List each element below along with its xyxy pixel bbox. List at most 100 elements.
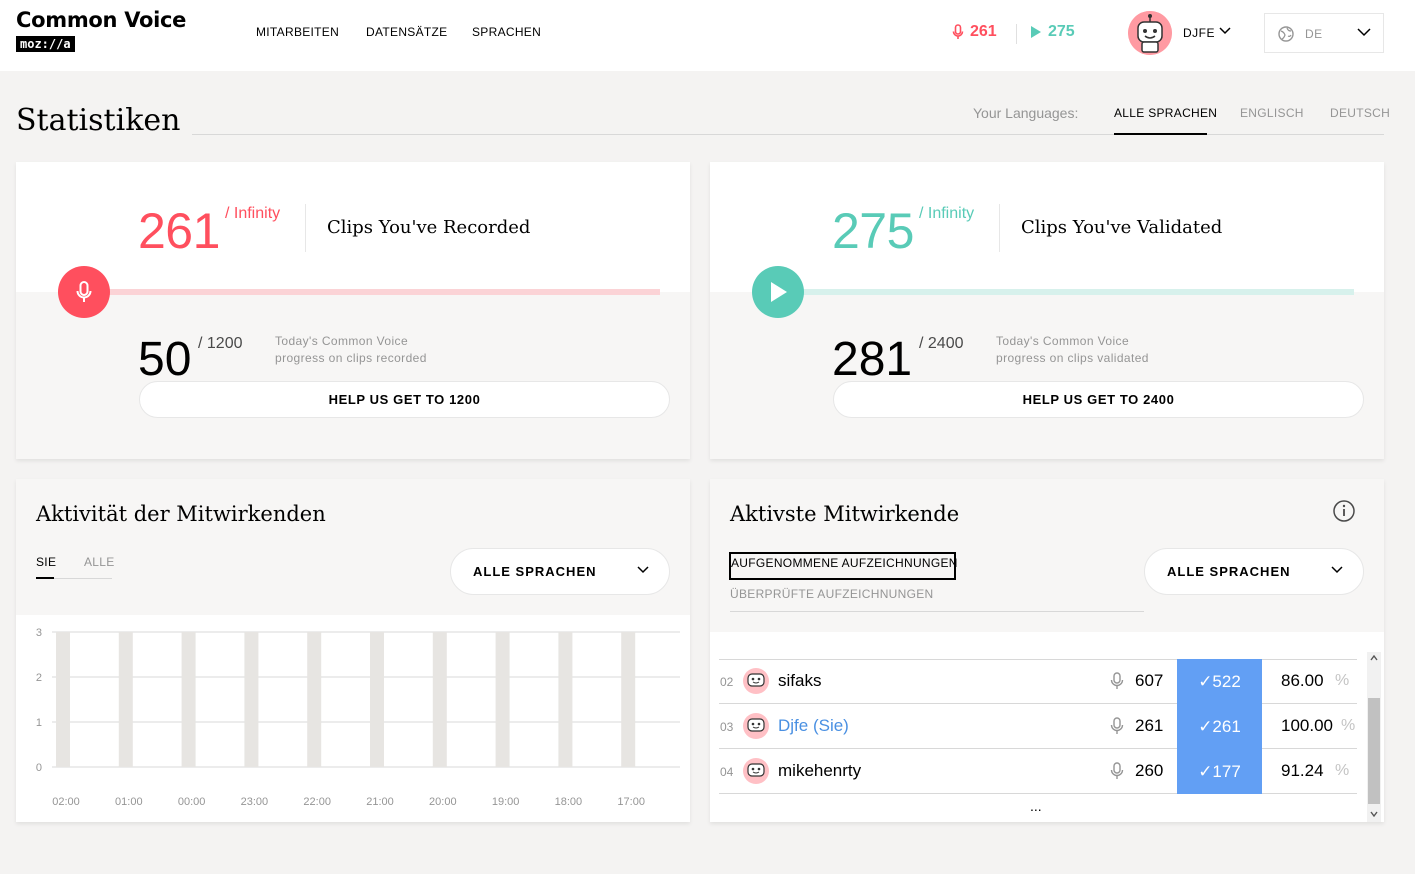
- recorded-goal-count: 50: [138, 333, 192, 386]
- validated-clips: ✓261: [1177, 704, 1262, 749]
- scroll-down-icon[interactable]: [1370, 811, 1378, 817]
- accuracy-percent: 100.00: [1281, 716, 1333, 735]
- tab-underline-track: [36, 578, 112, 579]
- microphone-icon: [1110, 762, 1124, 779]
- activity-language-dropdown[interactable]: ALLE SPRACHEN: [450, 548, 670, 595]
- tab-you[interactable]: SIE: [36, 555, 57, 569]
- rank: 04: [720, 765, 734, 779]
- card-divider: [305, 204, 306, 252]
- percent-sign: %: [1341, 717, 1356, 734]
- scrollbar-track[interactable]: [1367, 652, 1381, 822]
- active-tab-indicator: [36, 577, 54, 579]
- nav-contribute[interactable]: MITARBEITEN: [256, 25, 340, 39]
- leaderboard-row[interactable]: 02 sifaks 607 ✓522 86.00 %: [719, 659, 1357, 704]
- nav-datasets[interactable]: DATENSÄTZE: [366, 25, 448, 39]
- chart-bar: [118, 632, 133, 767]
- robot-avatar-icon: [747, 673, 765, 687]
- dropdown-label: ALLE SPRACHEN: [1167, 564, 1291, 579]
- tab-recorded-clips[interactable]: AUFGENOMMENE AUFZEICHNUNGEN: [729, 552, 957, 580]
- validated-progress-fill: [780, 289, 1354, 295]
- x-tick-label: 01:00: [115, 796, 143, 808]
- top-header: Common Voice moz://a MITARBEITEN DATENSÄ…: [0, 0, 1415, 71]
- info-icon[interactable]: [1332, 499, 1356, 523]
- microphone-icon: [1110, 717, 1124, 734]
- contributor-name-self: Djfe (Sie): [778, 716, 849, 735]
- validated-card: 275 / Infinity Clips You've Validated 28…: [710, 162, 1384, 459]
- tab-all[interactable]: ALLE: [84, 555, 115, 569]
- help-validated-button[interactable]: HELP US GET TO 2400: [833, 381, 1364, 418]
- validated-of-infinity: / Infinity: [919, 205, 975, 222]
- user-avatar[interactable]: [1128, 11, 1172, 55]
- validated-progress-track: [780, 289, 1354, 295]
- x-tick-label: 21:00: [366, 796, 394, 808]
- leaderboard-language-dropdown[interactable]: ALLE SPRACHEN: [1144, 548, 1364, 595]
- active-tab-underline: [1114, 133, 1207, 135]
- language-select[interactable]: DE: [1264, 13, 1384, 53]
- chart-bar: [558, 632, 573, 767]
- percent-sign: %: [1335, 762, 1350, 779]
- activity-card: Aktivität der Mitwirkenden SIE ALLE ALLE…: [16, 479, 690, 822]
- x-tick-label: 18:00: [555, 796, 583, 808]
- tab-all-languages[interactable]: ALLE SPRACHEN: [1114, 106, 1218, 120]
- recorded-goal-of: / 1200: [198, 335, 243, 352]
- tab-divider: [730, 611, 1144, 612]
- activity-chart: 3 2 1 0 02:00 01:00 00:00 23:00 22:00 21:00 20:00 1…: [16, 615, 690, 822]
- chart-bar: [370, 632, 384, 767]
- recorded-progress-track: [86, 289, 660, 295]
- validate-button[interactable]: [752, 266, 804, 318]
- more-indicator[interactable]: ...: [1030, 798, 1042, 814]
- chevron-down-icon[interactable]: [1219, 27, 1231, 35]
- scrollbar-thumb[interactable]: [1368, 698, 1380, 804]
- x-tick-label: 23:00: [241, 796, 269, 808]
- validated-stat: 275: [1030, 23, 1075, 41]
- contributor-name: sifaks: [778, 671, 822, 690]
- x-tick-label: 19:00: [492, 796, 520, 808]
- validated-goal-count: 281: [832, 333, 913, 386]
- tab-validated-clips[interactable]: ÜBERPRÜFTE AUFZEICHNUNGEN: [730, 587, 934, 601]
- recorded-card: 261 / Infinity Clips You've Recorded 50 …: [16, 162, 690, 459]
- card-lower-section: [710, 292, 1384, 459]
- recorded-clips: 607: [1135, 671, 1164, 690]
- x-tick-label: 02:00: [52, 796, 80, 808]
- leaderboard-card: Aktivste Mitwirkende AUFGENOMMENE AUFZEI…: [710, 479, 1384, 822]
- validated-total: 275: [832, 203, 914, 259]
- recorded-label: Clips You've Recorded: [327, 217, 531, 238]
- recorded-progress-fill: [86, 289, 660, 295]
- leaderboard-row[interactable]: 03 Djfe (Sie) 261 ✓261 100.00 %: [719, 704, 1357, 749]
- validated-clips: ✓522: [1177, 659, 1262, 704]
- chart-bar: [621, 632, 636, 767]
- username[interactable]: DJFE: [1183, 26, 1215, 40]
- microphone-icon: [76, 281, 92, 302]
- play-icon: [771, 282, 787, 302]
- robot-avatar-icon: [747, 763, 765, 777]
- chart-bar: [432, 632, 447, 767]
- record-button[interactable]: [58, 266, 110, 318]
- nav-languages[interactable]: SPRACHEN: [472, 25, 542, 39]
- card-lower-section: [16, 292, 690, 459]
- logo-title[interactable]: Common Voice: [16, 8, 187, 32]
- dropdown-label: ALLE SPRACHEN: [473, 564, 597, 579]
- card-divider: [999, 204, 1000, 252]
- recorded-clips: 261: [1135, 716, 1164, 735]
- leaderboard-row[interactable]: 04 mikehenrty 260 ✓177 91.24 %: [719, 749, 1357, 794]
- stat-divider: [1016, 24, 1017, 44]
- title-divider: [192, 134, 1384, 135]
- tab-german[interactable]: DEUTSCH: [1330, 106, 1391, 120]
- y-tick-label: 1: [36, 717, 42, 729]
- mozilla-logo[interactable]: moz://a: [16, 36, 75, 52]
- avatar: [743, 713, 769, 739]
- recorded-goal-description: Today's Common Voice progress on clips r…: [275, 334, 427, 365]
- help-recorded-button[interactable]: HELP US GET TO 1200: [139, 381, 670, 418]
- chevron-down-icon: [1331, 566, 1343, 574]
- chevron-down-icon: [637, 566, 649, 574]
- tab-english[interactable]: ENGLISCH: [1240, 106, 1304, 120]
- chart-bar: [181, 632, 196, 767]
- microphone-icon: [1110, 672, 1124, 689]
- scroll-up-icon[interactable]: [1370, 655, 1378, 661]
- chart-bar: [244, 632, 259, 767]
- row-divider: [719, 659, 1357, 660]
- activity-title: Aktivität der Mitwirkenden: [36, 502, 326, 526]
- chart-bar: [495, 632, 510, 767]
- percent-sign: %: [1335, 672, 1350, 689]
- recorded-stat: 261: [952, 23, 997, 41]
